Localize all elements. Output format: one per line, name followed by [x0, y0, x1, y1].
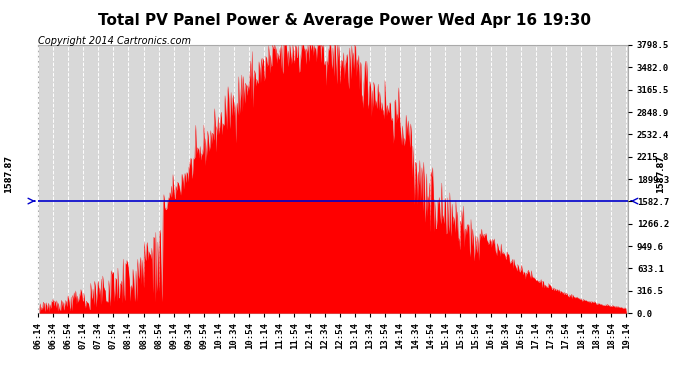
- Text: PV Panels  (DC Watts): PV Panels (DC Watts): [528, 21, 641, 30]
- Text: 1587.87: 1587.87: [656, 155, 666, 194]
- Text: Copyright 2014 Cartronics.com: Copyright 2014 Cartronics.com: [38, 36, 191, 46]
- Text: 1587.87: 1587.87: [3, 155, 13, 194]
- Text: Total PV Panel Power & Average Power Wed Apr 16 19:30: Total PV Panel Power & Average Power Wed…: [99, 13, 591, 28]
- Text: Average  (DC Watts): Average (DC Watts): [404, 21, 506, 30]
